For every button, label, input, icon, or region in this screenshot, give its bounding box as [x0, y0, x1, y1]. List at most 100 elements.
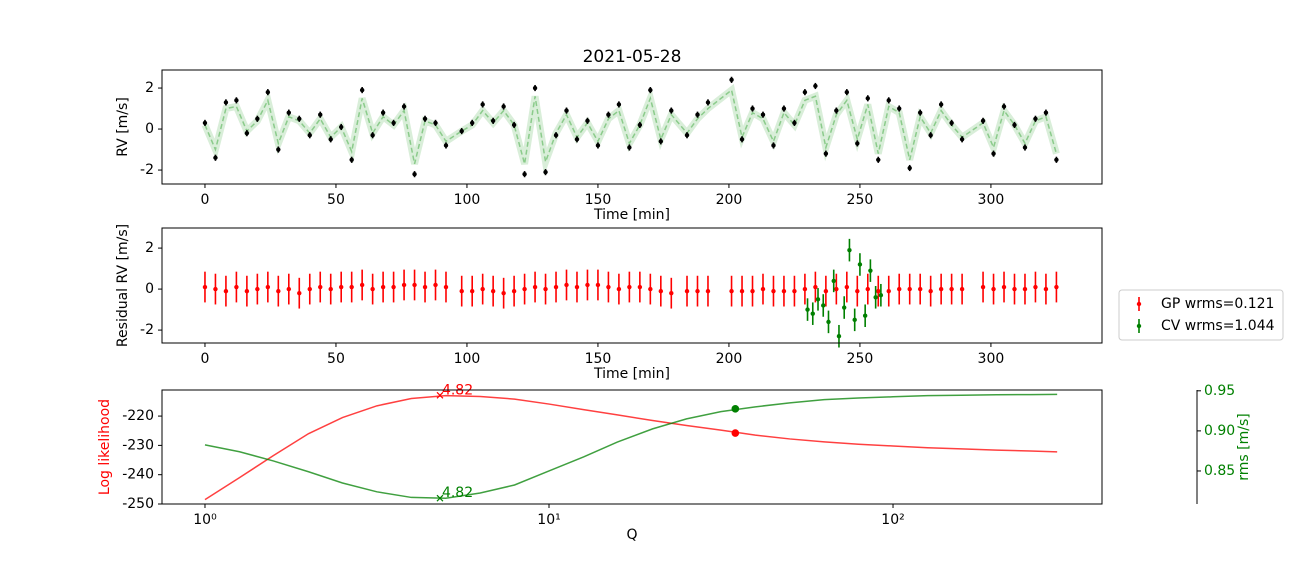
data-point — [532, 284, 538, 290]
data-point — [705, 100, 711, 105]
selected-point — [731, 405, 740, 413]
x-axis-label: Time [min] — [593, 366, 670, 382]
data-point — [1012, 122, 1017, 128]
x-tick-label: 150 — [585, 351, 612, 367]
data-point — [318, 284, 323, 290]
data-point — [852, 317, 857, 323]
y2-tick-label: 0.85 — [1204, 463, 1235, 479]
data-point — [255, 286, 260, 292]
data-point — [276, 147, 281, 152]
data-point — [1043, 110, 1049, 115]
x-axis-label: Q — [626, 527, 637, 543]
x-tick-label: 200 — [716, 192, 743, 208]
data-point — [771, 143, 776, 148]
x-tick-label: 100 — [454, 351, 481, 367]
data-point — [627, 284, 632, 290]
data-point — [412, 282, 417, 288]
data-point — [815, 297, 821, 302]
data-point — [338, 284, 344, 290]
data-point — [490, 288, 496, 294]
data-point — [359, 87, 365, 93]
data-point — [286, 110, 292, 115]
data-point — [886, 98, 891, 103]
data-point — [480, 286, 485, 292]
data-point — [286, 286, 292, 292]
data-point — [1043, 286, 1049, 292]
data-point — [1054, 157, 1059, 163]
y-tick-label: -250 — [122, 496, 154, 512]
data-point — [412, 171, 417, 177]
data-point — [648, 286, 653, 292]
data-point — [669, 108, 674, 113]
data-point — [810, 311, 815, 316]
extremum-marker — [436, 391, 444, 399]
data-point — [938, 102, 944, 107]
data-point — [469, 288, 475, 294]
data-point — [380, 284, 386, 290]
y-tick-label: 0 — [145, 121, 154, 137]
data-point — [897, 286, 902, 292]
data-point — [606, 112, 611, 117]
y-tick-label: -230 — [122, 437, 154, 453]
x-tick-label: 150 — [585, 192, 612, 208]
data-point — [826, 319, 831, 325]
data-point — [1054, 284, 1059, 290]
data-point — [627, 145, 632, 150]
x-tick-label: 10² — [881, 512, 904, 528]
data-point — [823, 288, 829, 294]
data-point — [338, 124, 344, 130]
legend-marker-dot — [1136, 323, 1142, 329]
y2-tick-label: 0.95 — [1204, 383, 1235, 399]
data-point — [459, 128, 464, 134]
data-point — [917, 286, 923, 292]
data-point — [223, 288, 229, 294]
data-point — [781, 288, 787, 294]
data-point — [234, 98, 239, 103]
data-point — [391, 284, 396, 290]
data-point — [813, 284, 818, 290]
data-point — [370, 286, 375, 292]
data-point — [959, 286, 965, 292]
data-point — [705, 288, 711, 294]
data-point — [739, 288, 745, 294]
data-point — [949, 286, 954, 292]
data-point — [595, 282, 601, 288]
legend-label: CV wrms=1.044 — [1161, 318, 1275, 334]
data-point — [823, 151, 829, 156]
data-point — [876, 157, 881, 163]
axes-frame — [161, 389, 1103, 505]
data-point — [1033, 116, 1038, 121]
data-point — [501, 290, 506, 296]
data-point — [553, 133, 559, 138]
data-point — [265, 89, 271, 95]
data-point — [836, 334, 842, 339]
axes-frame — [161, 227, 1103, 344]
data-point — [522, 286, 527, 292]
data-point — [1001, 104, 1007, 109]
data-point — [1033, 284, 1038, 290]
data-point — [1022, 145, 1028, 150]
y-axis-label: RV [m/s] — [115, 97, 131, 157]
data-point — [658, 288, 664, 294]
data-point — [842, 305, 847, 310]
data-point — [684, 288, 690, 294]
y-axis-label: Log likelihood — [97, 399, 113, 495]
data-point — [349, 284, 354, 290]
annotation: 4.82 — [442, 485, 473, 501]
y-tick-label: -220 — [122, 408, 154, 424]
x-tick-label: 10⁰ — [193, 512, 217, 528]
x-tick-label: 200 — [716, 351, 743, 367]
data-point — [857, 262, 863, 267]
data-point — [865, 286, 870, 292]
data-point — [917, 110, 923, 115]
data-point — [574, 284, 580, 290]
data-point — [658, 139, 664, 144]
chart-title: 2021-05-28 — [583, 47, 682, 67]
data-point — [771, 288, 776, 294]
data-point — [255, 116, 260, 121]
data-point — [459, 288, 464, 294]
data-point — [991, 286, 996, 292]
series-line — [204, 393, 1058, 499]
data-point — [469, 120, 475, 126]
